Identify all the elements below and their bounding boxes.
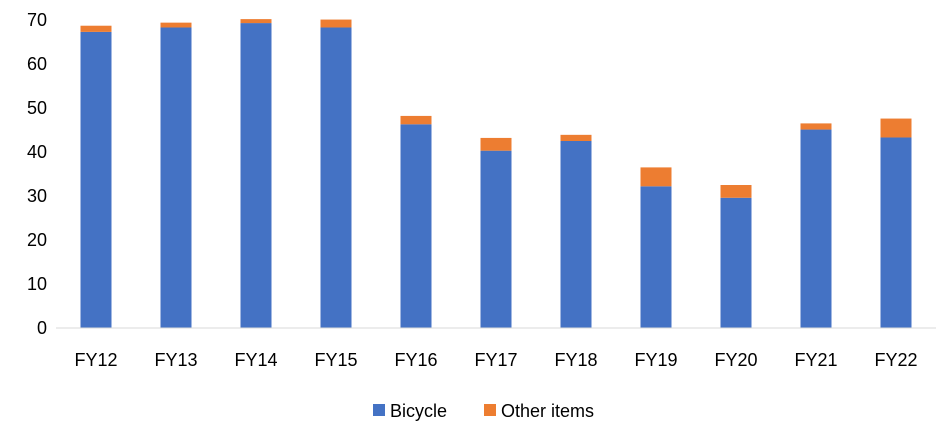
y-tick-label: 70 — [27, 10, 47, 30]
bar-bicycle-fy17 — [480, 150, 512, 328]
bar-other-items-fy20 — [720, 185, 752, 198]
x-tick-label: FY12 — [74, 350, 117, 370]
bar-other-items-fy18 — [560, 134, 592, 141]
bar-other-items-fy19 — [640, 167, 672, 187]
bar-bicycle-fy22 — [880, 137, 912, 328]
bar-other-items-fy13 — [160, 22, 192, 28]
bar-bicycle-fy14 — [240, 23, 272, 329]
y-axis-tick-labels: 0 10 20 30 40 50 60 70 — [27, 10, 47, 338]
legend-label-other-items: Other items — [501, 401, 594, 421]
legend: Bicycle Other items — [373, 401, 594, 421]
y-tick-label: 20 — [27, 230, 47, 250]
legend-swatch-other-items — [484, 404, 496, 416]
x-tick-label: FY20 — [714, 350, 757, 370]
bar-bicycle-fy21 — [800, 129, 832, 328]
bar-other-items-fy14 — [240, 19, 272, 24]
x-tick-label: FY16 — [394, 350, 437, 370]
bar-bicycle-fy12 — [80, 31, 112, 328]
bar-other-items-fy12 — [80, 25, 112, 32]
x-tick-label: FY18 — [554, 350, 597, 370]
legend-label-bicycle: Bicycle — [390, 401, 447, 421]
legend-swatch-bicycle — [373, 404, 385, 416]
bar-other-items-fy15 — [320, 19, 352, 28]
bar-bicycle-fy20 — [720, 197, 752, 328]
x-tick-label: FY14 — [234, 350, 277, 370]
x-tick-label: FY17 — [474, 350, 517, 370]
bar-bicycle-fy16 — [400, 124, 432, 328]
x-tick-label: FY15 — [314, 350, 357, 370]
bar-other-items-fy16 — [400, 115, 432, 125]
bar-bicycle-fy19 — [640, 186, 672, 328]
y-tick-label: 10 — [27, 274, 47, 294]
bar-other-items-fy17 — [480, 137, 512, 151]
y-tick-label: 0 — [37, 318, 47, 338]
x-tick-label: FY22 — [874, 350, 917, 370]
bar-other-items-fy22 — [880, 118, 912, 138]
x-axis-tick-labels: FY12 FY13 FY14 FY15 FY16 FY17 FY18 FY19 FY20 FY21… — [74, 350, 917, 370]
x-tick-label: FY21 — [794, 350, 837, 370]
bar-bicycle-fy18 — [560, 141, 592, 328]
bar-other-items-fy21 — [800, 123, 832, 130]
y-tick-label: 60 — [27, 54, 47, 74]
y-tick-label: 30 — [27, 186, 47, 206]
y-tick-label: 50 — [27, 98, 47, 118]
bar-series-group — [80, 19, 912, 329]
x-tick-label: FY19 — [634, 350, 677, 370]
x-tick-label: FY13 — [154, 350, 197, 370]
bar-bicycle-fy13 — [160, 27, 192, 328]
y-tick-label: 40 — [27, 142, 47, 162]
bar-bicycle-fy15 — [320, 27, 352, 328]
